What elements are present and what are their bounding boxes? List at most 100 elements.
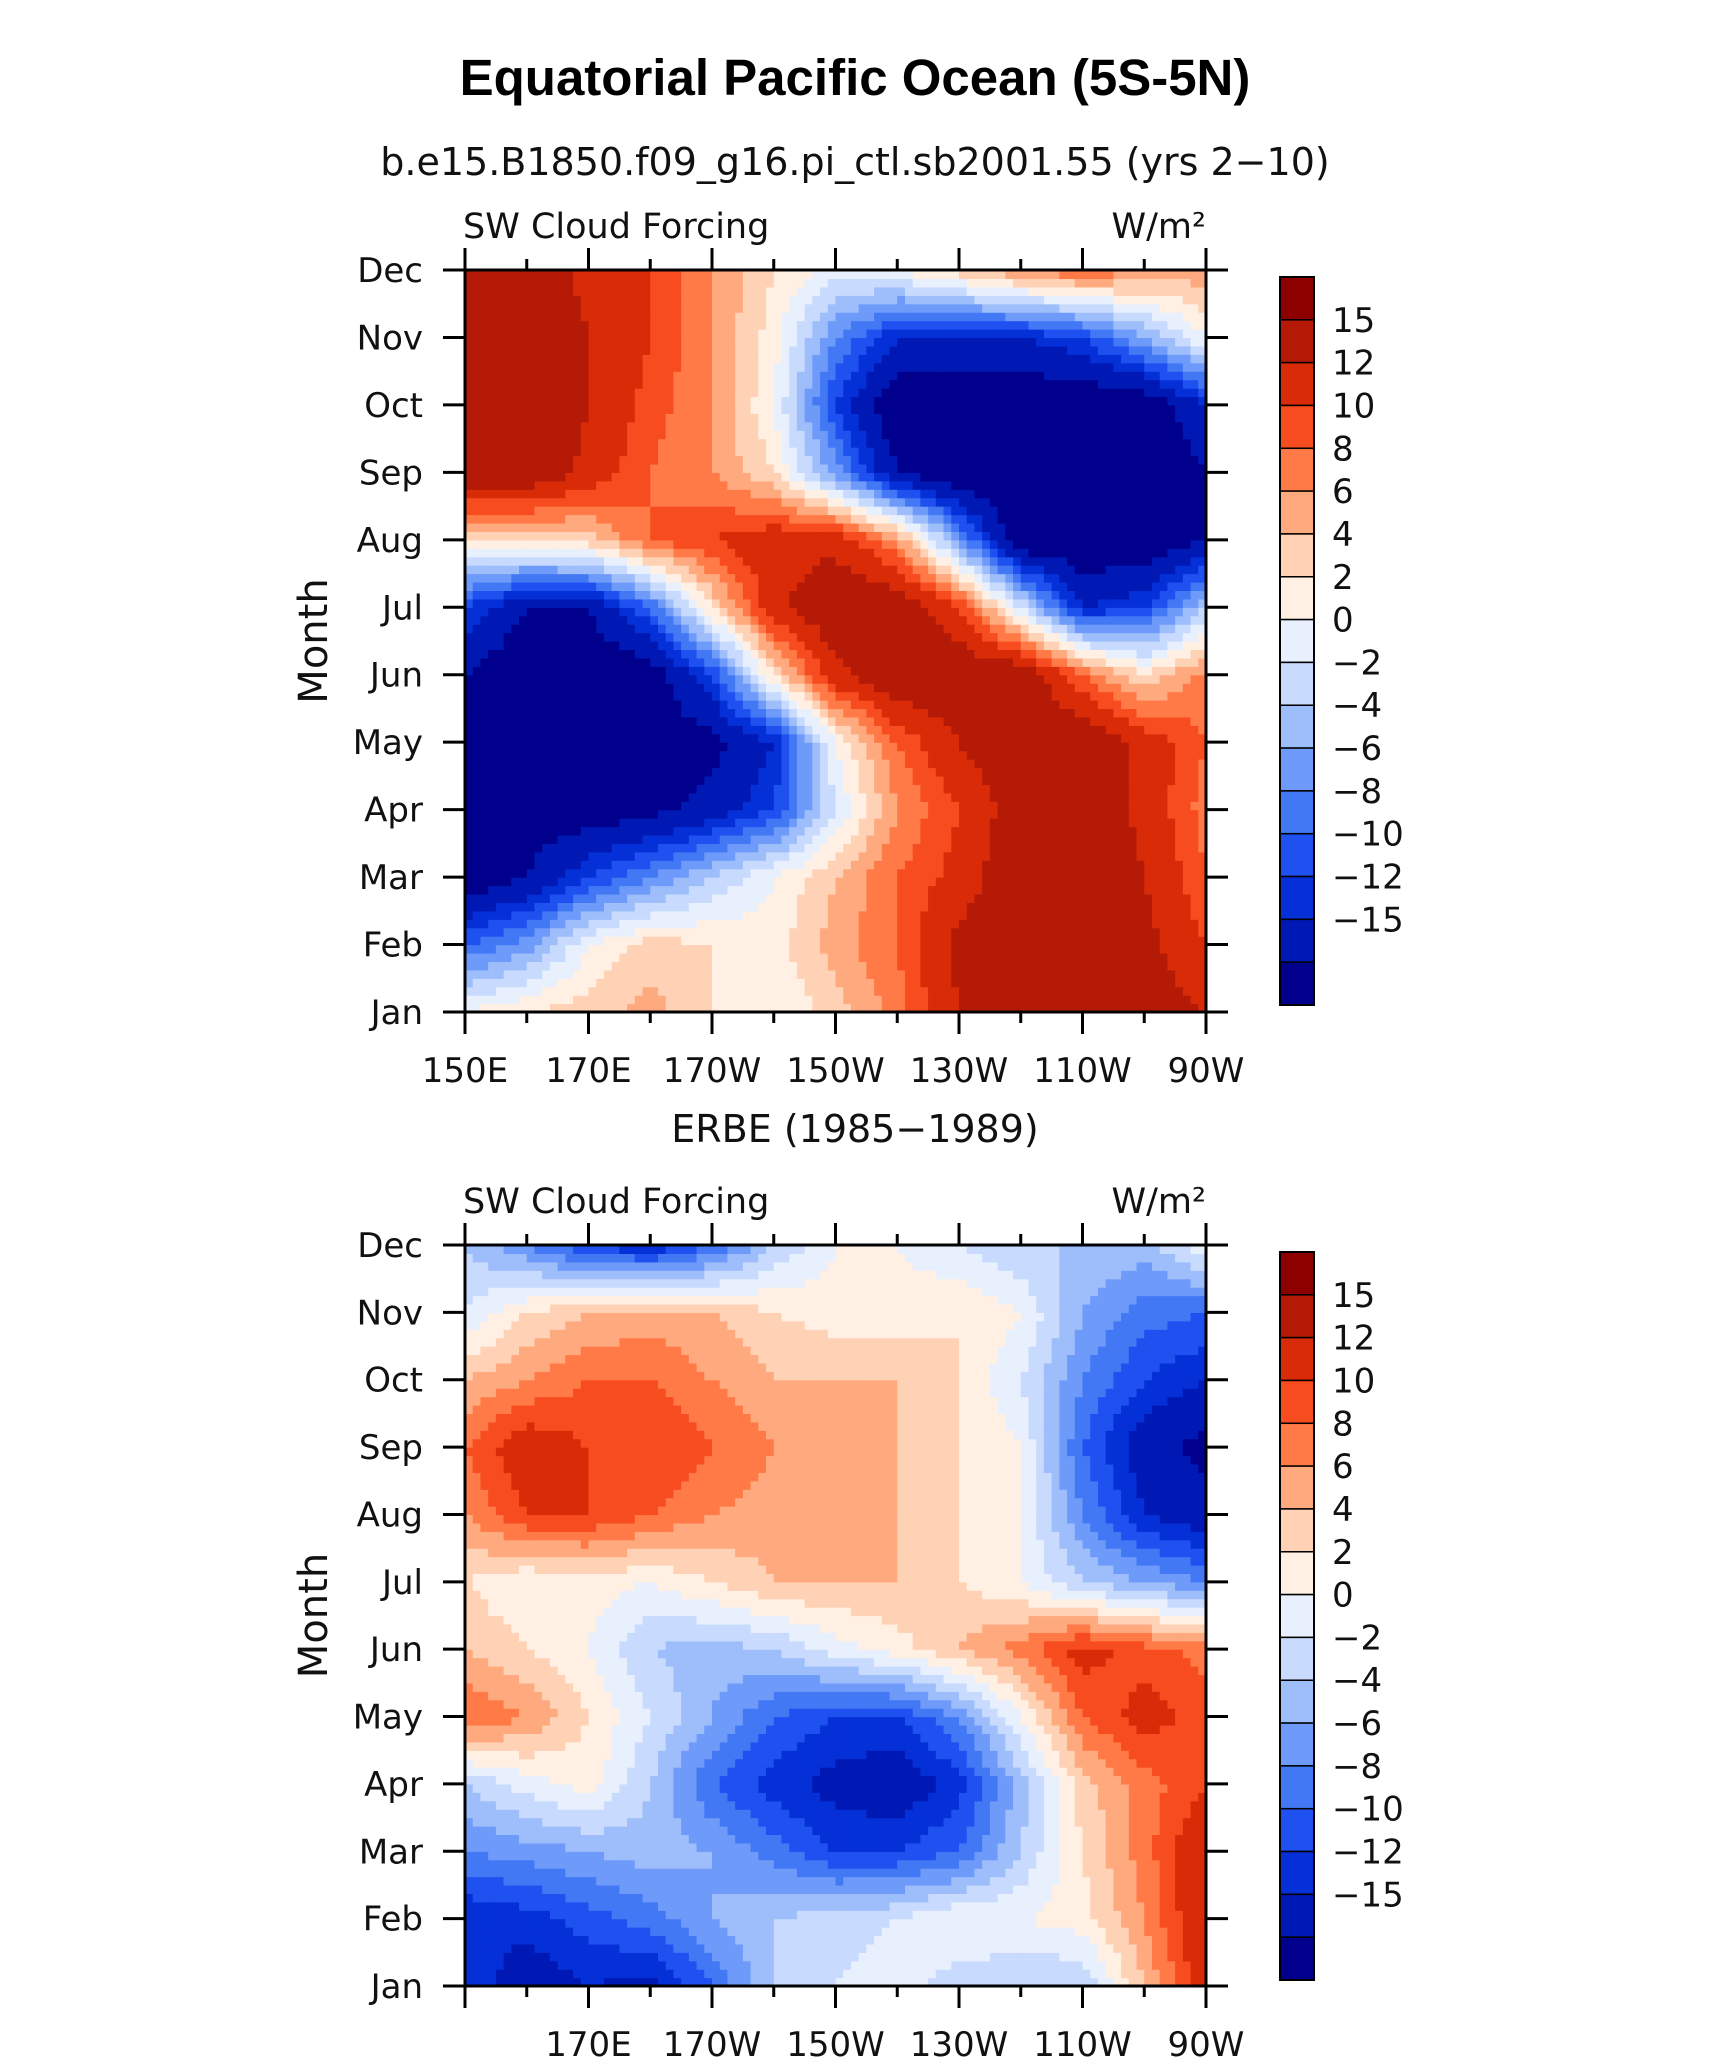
- heatmap-cell: [1152, 700, 1160, 709]
- heatmap-cell: [1137, 641, 1145, 650]
- heatmap-cell: [774, 894, 782, 903]
- heatmap-cell: [743, 700, 751, 709]
- heatmap-cell: [480, 599, 488, 608]
- heatmap-cell: [712, 607, 720, 616]
- heatmap-cell: [619, 843, 627, 852]
- heatmap-cell: [1113, 658, 1121, 667]
- heatmap-cell: [627, 734, 635, 743]
- heatmap-cell: [1021, 911, 1029, 920]
- heatmap-cell: [643, 784, 651, 793]
- heatmap-cell: [1021, 928, 1029, 937]
- heatmap-cell: [643, 582, 651, 591]
- heatmap-cell: [519, 818, 527, 827]
- heatmap-cell: [905, 725, 913, 734]
- heatmap-cell: [604, 793, 612, 802]
- heatmap-cell: [666, 987, 674, 996]
- heatmap-cell: [781, 717, 789, 726]
- heatmap-cell: [1044, 666, 1052, 675]
- heatmap-cell: [673, 649, 681, 658]
- heatmap-cell: [967, 607, 975, 616]
- heatmap-cell: [1036, 987, 1044, 996]
- heatmap-cell: [658, 827, 666, 836]
- heatmap-cell: [704, 894, 712, 903]
- heatmap-cell: [712, 641, 720, 650]
- heatmap-cell: [828, 843, 836, 852]
- heatmap-cell: [836, 869, 844, 878]
- heatmap-cell: [1129, 843, 1137, 852]
- heatmap-cell: [959, 911, 967, 920]
- heatmap-cell: [1113, 708, 1121, 717]
- heatmap-cell: [820, 911, 828, 920]
- heatmap-cell: [890, 574, 898, 583]
- heatmap-cell: [1106, 945, 1114, 954]
- heatmap-cell: [920, 616, 928, 625]
- heatmap-cell: [473, 700, 481, 709]
- heatmap-cell: [527, 725, 535, 734]
- heatmap-cell: [990, 945, 998, 954]
- heatmap-cell: [488, 936, 496, 945]
- heatmap-cell: [1083, 666, 1091, 675]
- heatmap-cell: [789, 717, 797, 726]
- heatmap-cell: [1129, 734, 1137, 743]
- heatmap-cell: [681, 700, 689, 709]
- heatmap-cell: [828, 725, 836, 734]
- heatmap-cell: [805, 683, 813, 692]
- heatmap-cell: [1090, 810, 1098, 819]
- heatmap-cell: [480, 894, 488, 903]
- heatmap-cell: [897, 767, 905, 776]
- heatmap-cell: [1106, 751, 1114, 760]
- heatmap-cell: [836, 751, 844, 760]
- heatmap-cell: [951, 590, 959, 599]
- heatmap-cell: [874, 860, 882, 869]
- heatmap-cell: [897, 658, 905, 667]
- heatmap-cell: [990, 675, 998, 684]
- heatmap-cell: [1098, 599, 1106, 608]
- heatmap-cell: [851, 987, 859, 996]
- heatmap-cell: [774, 616, 782, 625]
- heatmap-cell: [1152, 827, 1160, 836]
- heatmap-cell: [1044, 970, 1052, 979]
- heatmap-cell: [666, 978, 674, 987]
- heatmap-cell: [666, 902, 674, 911]
- heatmap-cell: [658, 692, 666, 701]
- heatmap-cell: [1167, 801, 1175, 810]
- heatmap-cell: [1175, 784, 1183, 793]
- heatmap-cell: [758, 776, 766, 785]
- heatmap-cell: [951, 700, 959, 709]
- heatmap-cell: [635, 675, 643, 684]
- heatmap-cell: [619, 574, 627, 583]
- heatmap-cell: [1098, 902, 1106, 911]
- heatmap-cell: [859, 961, 867, 970]
- heatmap-cell: [558, 692, 566, 701]
- heatmap-cell: [720, 607, 728, 616]
- heatmap-cell: [851, 582, 859, 591]
- heatmap-cell: [797, 734, 805, 743]
- heatmap-cell: [1067, 877, 1075, 886]
- heatmap-cell: [944, 692, 952, 701]
- heatmap-cell: [473, 978, 481, 987]
- heatmap-cell: [890, 860, 898, 869]
- heatmap-cell: [1005, 995, 1013, 1004]
- heatmap-cell: [959, 978, 967, 987]
- heatmap-cell: [1121, 641, 1129, 650]
- heatmap-cell: [982, 852, 990, 861]
- heatmap-cell: [1191, 574, 1199, 583]
- heatmap-cell: [967, 877, 975, 886]
- heatmap-cell: [619, 649, 627, 658]
- heatmap-cell: [565, 675, 573, 684]
- heatmap-cell: [1067, 928, 1075, 937]
- heatmap-cell: [959, 742, 967, 751]
- heatmap-cell: [1098, 801, 1106, 810]
- heatmap-cell: [812, 827, 820, 836]
- heatmap-cell: [1191, 767, 1199, 776]
- heatmap-cell: [573, 877, 581, 886]
- heatmap-cell: [882, 683, 890, 692]
- heatmap-cell: [1167, 767, 1175, 776]
- heatmap-cell: [797, 911, 805, 920]
- heatmap-cell: [496, 810, 504, 819]
- heatmap-cell: [1059, 692, 1067, 701]
- heatmap-cell: [1106, 886, 1114, 895]
- heatmap-cell: [496, 843, 504, 852]
- heatmap-cell: [1090, 852, 1098, 861]
- heatmap-cell: [1036, 725, 1044, 734]
